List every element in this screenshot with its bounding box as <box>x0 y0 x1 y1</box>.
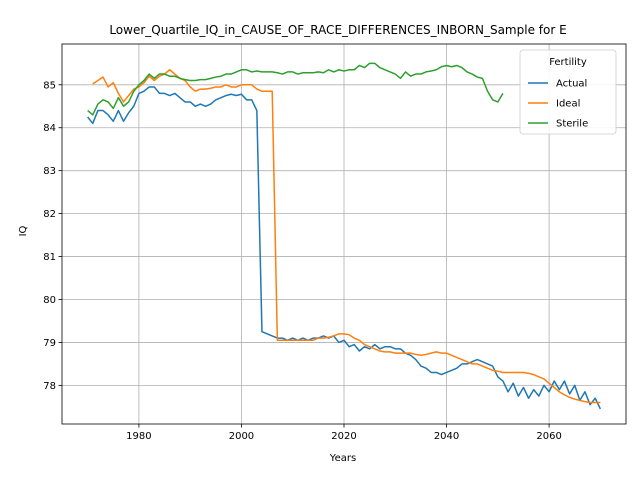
chart-title: Lower_Quartile_IQ_in_CAUSE_OF_RACE_DIFFE… <box>109 23 566 37</box>
x-tick-label: 1980 <box>126 431 151 442</box>
series-line-sterile <box>87 62 504 116</box>
y-tick-label: 81 <box>43 252 56 263</box>
series-line-actual <box>87 86 602 410</box>
legend-label-sterile: Sterile <box>556 119 588 130</box>
y-tick-label: 83 <box>43 166 56 177</box>
x-tick-label: 2000 <box>229 431 254 442</box>
x-tick-label: 2040 <box>434 431 459 442</box>
x-tick-label: 2020 <box>331 431 356 442</box>
legend-box <box>519 49 617 135</box>
y-tick-label: 79 <box>43 338 56 349</box>
legend-label-actual: Actual <box>556 79 587 90</box>
x-axis-label: Years <box>329 453 356 464</box>
y-tick-label: 82 <box>43 209 56 220</box>
plot-area: 1980 2000 2020 2040 2060 78 79 80 81 82 83 84 85 <box>43 43 627 442</box>
x-tick-label: 2060 <box>536 431 561 442</box>
y-axis-label: IQ <box>18 225 29 236</box>
legend-label-ideal: Ideal <box>556 99 580 110</box>
legend: Fertility Actual Ideal Sterile <box>519 49 617 135</box>
legend-title: Fertility <box>549 57 587 68</box>
y-tick-label: 78 <box>43 381 56 392</box>
y-tick-label: 85 <box>43 80 56 91</box>
y-tick-label: 80 <box>43 295 56 306</box>
y-tick-label: 84 <box>43 123 56 134</box>
series-line-ideal <box>92 69 601 404</box>
